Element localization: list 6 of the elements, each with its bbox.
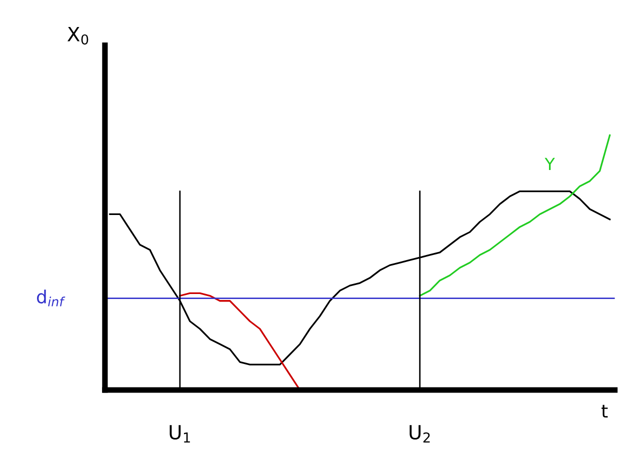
x-tick-label: U$_{2}$	[410, 425, 430, 442]
ref-line-label: d$_{inf}$	[36, 290, 66, 306]
x-axis-title: t	[602, 404, 608, 418]
y-axis-title: X$_{0}$	[67, 27, 88, 45]
x-tick-label: U$_{1}$	[170, 425, 190, 442]
series-label: Y	[544, 158, 555, 170]
